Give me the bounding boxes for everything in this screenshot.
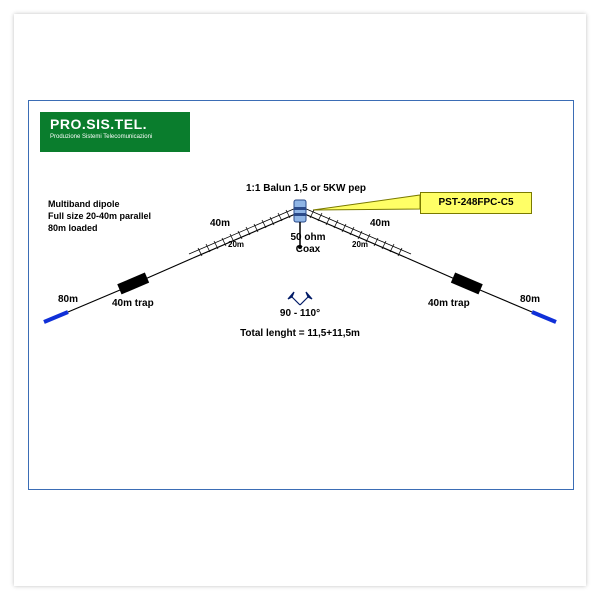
callout-arrow-icon [313,195,420,210]
antenna-diagram [28,100,572,488]
angle-marker-icon [288,292,312,305]
balun-title: 1:1 Balun 1,5 or 5KW pep [246,183,366,194]
end-right-label: 80m [520,294,540,305]
trap-right-label: 40m trap [428,298,470,309]
trap-right-icon [451,273,483,295]
seg-40m-right: 40m [370,218,390,229]
trap-left-label: 40m trap [112,298,154,309]
end-right-icon [532,312,556,322]
total-length: Total lenght = 11,5+11,5m [220,328,380,339]
end-left-icon [44,312,68,322]
impedance-label: 50 ohm [278,232,338,243]
seg-20m-right: 20m [352,240,368,249]
feed-label: Coax [278,244,338,255]
seg-20m-left: 20m [228,240,244,249]
end-left-label: 80m [58,294,78,305]
trap-left-icon [117,273,149,295]
seg-40m-left: 40m [210,218,230,229]
angle-label: 90 - 110° [260,308,340,319]
